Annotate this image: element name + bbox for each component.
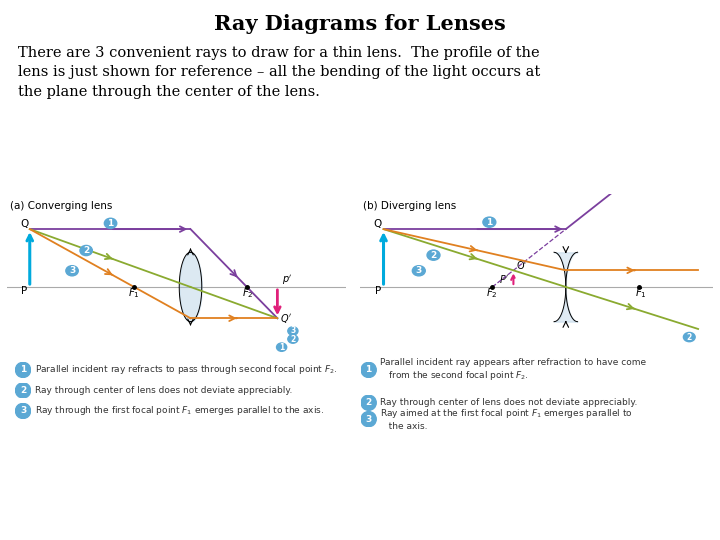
Text: 2: 2: [687, 333, 692, 342]
Text: 3: 3: [20, 407, 26, 415]
Text: P: P: [374, 286, 381, 296]
Circle shape: [361, 362, 377, 377]
Text: There are 3 convenient rays to draw for a thin lens.  The profile of the
lens is: There are 3 convenient rays to draw for …: [18, 46, 540, 99]
Circle shape: [683, 333, 696, 342]
Circle shape: [276, 343, 287, 352]
Text: Ray through the first focal point $F_1$ emerges parallel to the axis.: Ray through the first focal point $F_1$ …: [35, 404, 324, 417]
Text: Parallel incident ray appears after refraction to have come
   from the second f: Parallel incident ray appears after refr…: [380, 358, 647, 382]
Circle shape: [288, 335, 298, 343]
Text: P: P: [21, 286, 27, 296]
Text: Q: Q: [20, 219, 28, 229]
Text: (a) Converging lens: (a) Converging lens: [10, 201, 112, 211]
Circle shape: [427, 250, 440, 260]
Circle shape: [80, 245, 92, 255]
Text: 2: 2: [83, 246, 89, 255]
Circle shape: [104, 218, 117, 228]
Circle shape: [361, 411, 377, 427]
Text: 3: 3: [69, 266, 75, 275]
Text: Ray through center of lens does not deviate appreciably.: Ray through center of lens does not devi…: [35, 386, 292, 395]
Text: Ray Diagrams for Lenses: Ray Diagrams for Lenses: [214, 14, 506, 33]
Circle shape: [15, 362, 31, 377]
Text: 3: 3: [366, 415, 372, 424]
Text: 3: 3: [415, 266, 422, 275]
Circle shape: [15, 383, 31, 398]
Text: (b) Diverging lens: (b) Diverging lens: [363, 201, 456, 211]
Text: 1: 1: [20, 366, 26, 374]
Text: $F_1$: $F_1$: [635, 286, 647, 300]
Text: $F_2$: $F_2$: [487, 286, 498, 300]
Text: Ray through center of lens does not deviate appreciably.: Ray through center of lens does not devi…: [380, 398, 637, 407]
Text: 2: 2: [431, 251, 436, 260]
Circle shape: [288, 327, 298, 335]
Text: $F_1$: $F_1$: [128, 286, 140, 300]
Text: 1: 1: [279, 343, 284, 352]
Text: 2: 2: [366, 398, 372, 407]
Circle shape: [683, 113, 696, 123]
Circle shape: [483, 217, 496, 227]
Text: 2: 2: [290, 335, 295, 343]
Text: Ray aimed at the first focal point $F_1$ emerges parallel to
   the axis.: Ray aimed at the first focal point $F_1$…: [380, 408, 633, 431]
Text: 2: 2: [20, 386, 26, 395]
Circle shape: [361, 395, 377, 410]
Text: $Q'$: $Q'$: [280, 312, 292, 325]
Text: $p'$: $p'$: [282, 274, 292, 287]
Text: 1: 1: [107, 219, 114, 228]
Text: O': O': [516, 261, 526, 271]
Text: 1: 1: [366, 366, 372, 374]
Text: 3: 3: [290, 327, 295, 335]
Text: Parallel incident ray refracts to pass through second focal point $F_2$.: Parallel incident ray refracts to pass t…: [35, 363, 337, 376]
Circle shape: [413, 266, 426, 276]
Text: Q: Q: [374, 219, 382, 229]
Circle shape: [66, 266, 78, 276]
Text: 1: 1: [486, 218, 492, 227]
Circle shape: [15, 403, 31, 418]
Text: 1: 1: [687, 113, 692, 123]
Text: $F_2$: $F_2$: [243, 286, 254, 300]
Text: $P'$: $P'$: [498, 273, 509, 286]
